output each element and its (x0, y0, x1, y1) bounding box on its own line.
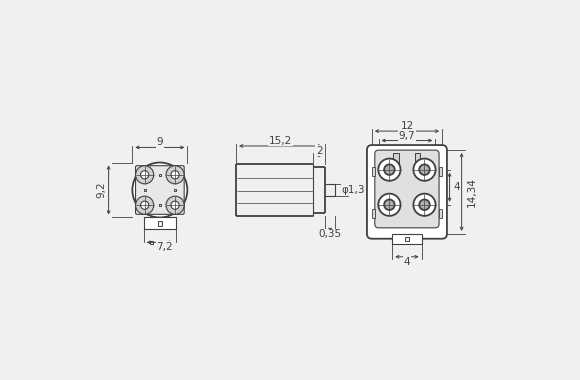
Text: 9,7: 9,7 (398, 131, 415, 141)
Circle shape (384, 200, 394, 210)
Text: 14,34: 14,34 (467, 177, 477, 207)
Text: 9: 9 (157, 137, 163, 147)
Circle shape (419, 165, 430, 175)
Circle shape (414, 158, 436, 181)
Circle shape (140, 171, 148, 179)
Circle shape (136, 196, 154, 214)
Bar (372, 209, 375, 217)
Bar (159, 204, 161, 206)
Bar (150, 241, 153, 244)
Bar (439, 209, 442, 217)
Bar (405, 237, 409, 241)
Circle shape (136, 166, 154, 184)
Bar (439, 167, 442, 176)
Text: 7,2: 7,2 (156, 242, 173, 252)
Bar (415, 153, 420, 165)
Circle shape (384, 165, 394, 175)
Text: 4: 4 (453, 182, 460, 192)
Circle shape (419, 200, 430, 210)
Circle shape (378, 194, 401, 216)
Bar (393, 153, 400, 165)
Circle shape (171, 201, 179, 209)
Bar (372, 167, 375, 176)
Bar (144, 217, 176, 229)
Ellipse shape (132, 163, 187, 217)
Bar (143, 189, 146, 191)
Text: φ1,3: φ1,3 (341, 185, 365, 195)
Text: 4: 4 (404, 256, 410, 267)
Circle shape (171, 171, 179, 179)
Bar (174, 189, 176, 191)
Bar (158, 221, 162, 226)
Bar (392, 234, 422, 244)
Circle shape (414, 194, 436, 216)
Text: 15,2: 15,2 (269, 136, 292, 146)
Text: 9,2: 9,2 (96, 182, 106, 198)
Circle shape (140, 201, 148, 209)
Text: 0,35: 0,35 (318, 230, 342, 239)
Circle shape (378, 158, 401, 181)
Bar (159, 174, 161, 176)
FancyBboxPatch shape (136, 166, 184, 214)
Circle shape (166, 166, 184, 184)
Text: 12: 12 (400, 121, 414, 131)
Circle shape (166, 196, 184, 214)
FancyBboxPatch shape (367, 145, 447, 239)
Bar (102, 188, 105, 192)
Text: 2: 2 (316, 146, 322, 156)
FancyBboxPatch shape (375, 150, 439, 228)
